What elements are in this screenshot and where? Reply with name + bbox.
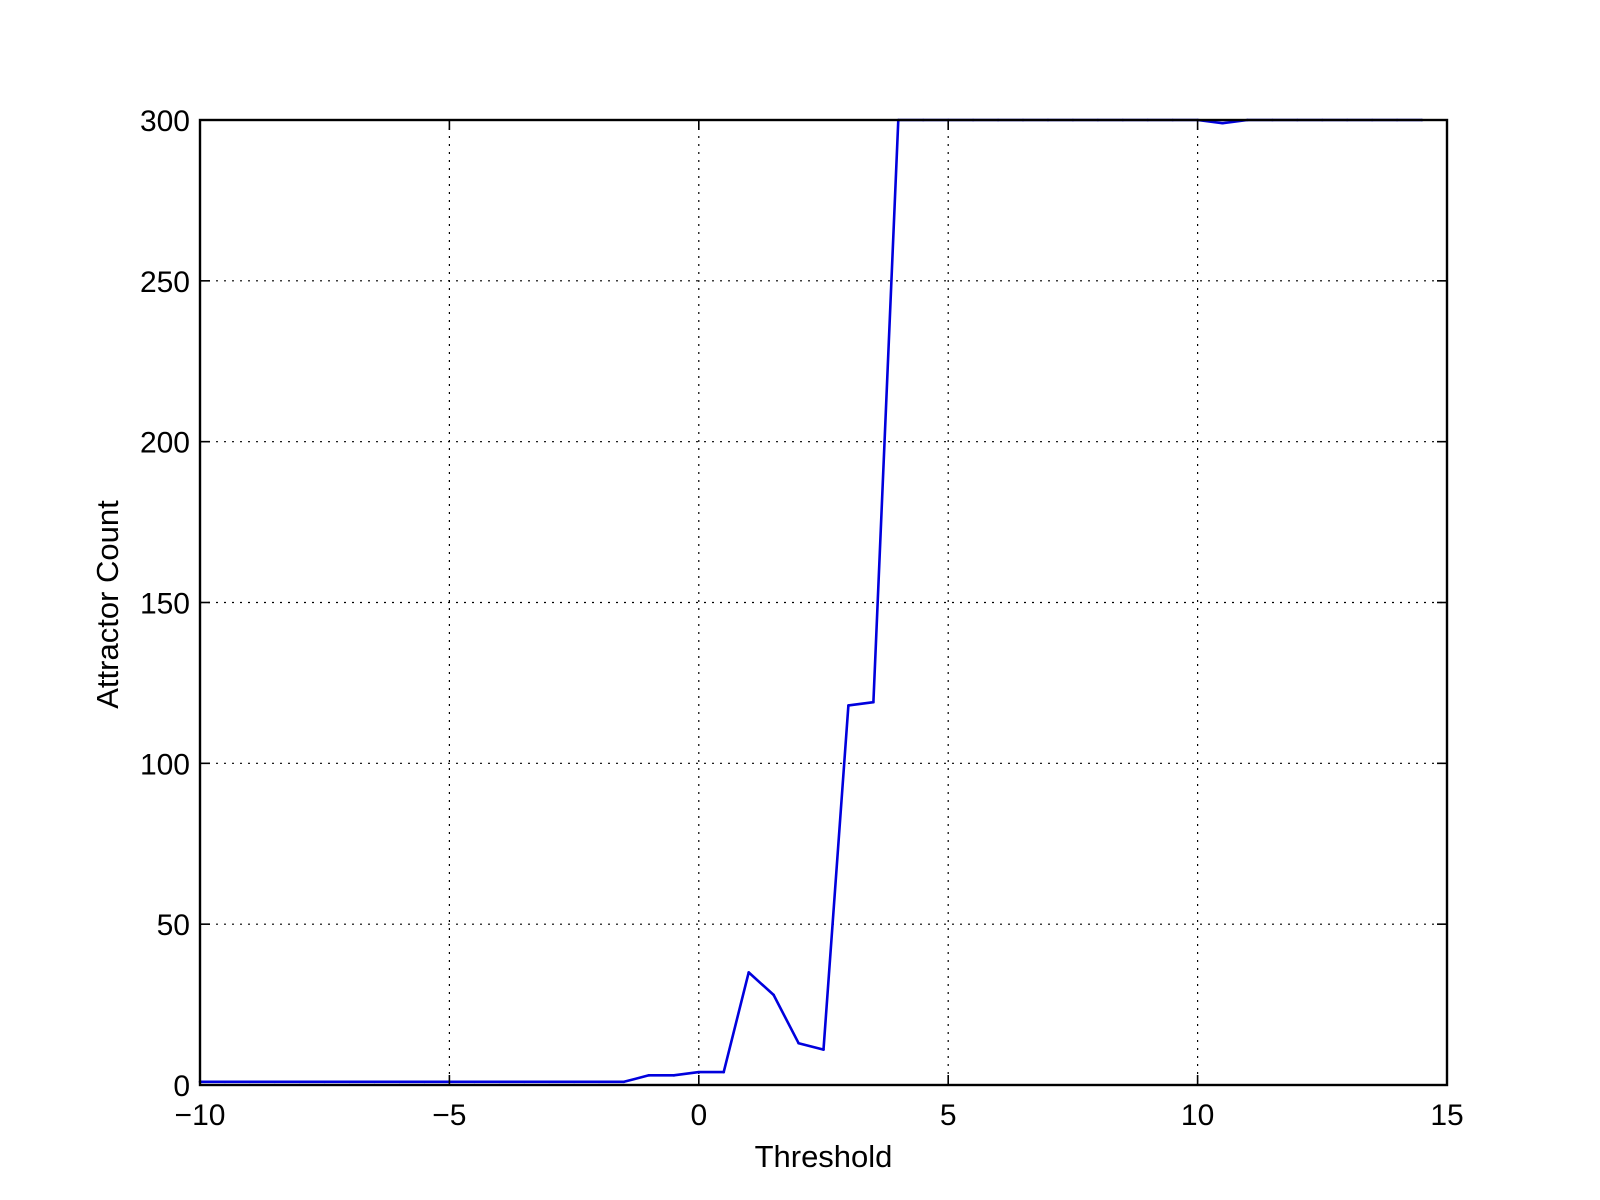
data-point — [672, 1074, 676, 1077]
data-point — [273, 1080, 277, 1084]
y-tick-label: 250 — [140, 266, 190, 299]
data-point — [373, 1080, 376, 1084]
data-point — [597, 1080, 601, 1084]
data-point — [847, 704, 850, 707]
grid — [200, 120, 1447, 1085]
y-axis-label: Attractor Count — [90, 500, 125, 709]
x-tick-label: −5 — [432, 1099, 466, 1132]
y-tick-label: 200 — [140, 427, 190, 460]
x-tick-label: 5 — [940, 1099, 957, 1132]
x-tick-label: 0 — [690, 1099, 707, 1132]
data-point — [522, 1080, 526, 1084]
data-point — [248, 1080, 252, 1084]
x-axis-label: Threshold — [755, 1139, 893, 1174]
data-point — [497, 1080, 501, 1084]
data-point — [622, 1080, 626, 1084]
plot-frame — [198, 118, 1449, 1087]
data-point — [697, 1070, 701, 1074]
x-tick-label: −10 — [175, 1099, 226, 1132]
data-point — [797, 1041, 800, 1045]
data-point — [772, 993, 775, 997]
y-tick-label: 0 — [173, 1070, 190, 1103]
data-point — [822, 1048, 825, 1051]
data-point — [872, 700, 875, 704]
data-point — [547, 1080, 551, 1084]
data-point — [722, 1070, 726, 1074]
data-point — [647, 1074, 651, 1077]
x-tick-label: 15 — [1430, 1099, 1463, 1132]
y-tick-label: 100 — [140, 748, 190, 781]
data-point — [323, 1080, 327, 1084]
y-tick-label: 50 — [157, 909, 190, 942]
data-point — [423, 1080, 426, 1084]
series-layer — [198, 118, 1424, 1084]
data-point — [1221, 121, 1224, 125]
y-tick-label: 300 — [140, 105, 190, 138]
data-point — [398, 1080, 401, 1084]
series-line — [200, 118, 1423, 1084]
data-point — [298, 1080, 302, 1084]
data-point — [572, 1080, 576, 1084]
data-point — [223, 1080, 227, 1084]
data-point — [747, 971, 750, 974]
y-tick-label: 150 — [140, 588, 190, 621]
x-tick-label: 10 — [1181, 1099, 1214, 1132]
data-point — [473, 1080, 476, 1084]
data-point — [348, 1080, 351, 1084]
